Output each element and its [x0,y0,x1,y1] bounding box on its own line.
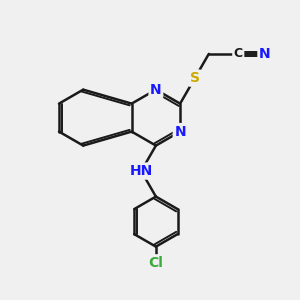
Text: HN: HN [130,164,153,178]
Text: N: N [150,82,162,97]
Text: N: N [174,124,186,139]
Text: N: N [259,47,271,61]
Text: Cl: Cl [148,256,163,270]
Text: S: S [190,71,200,85]
Text: C: C [234,47,243,60]
